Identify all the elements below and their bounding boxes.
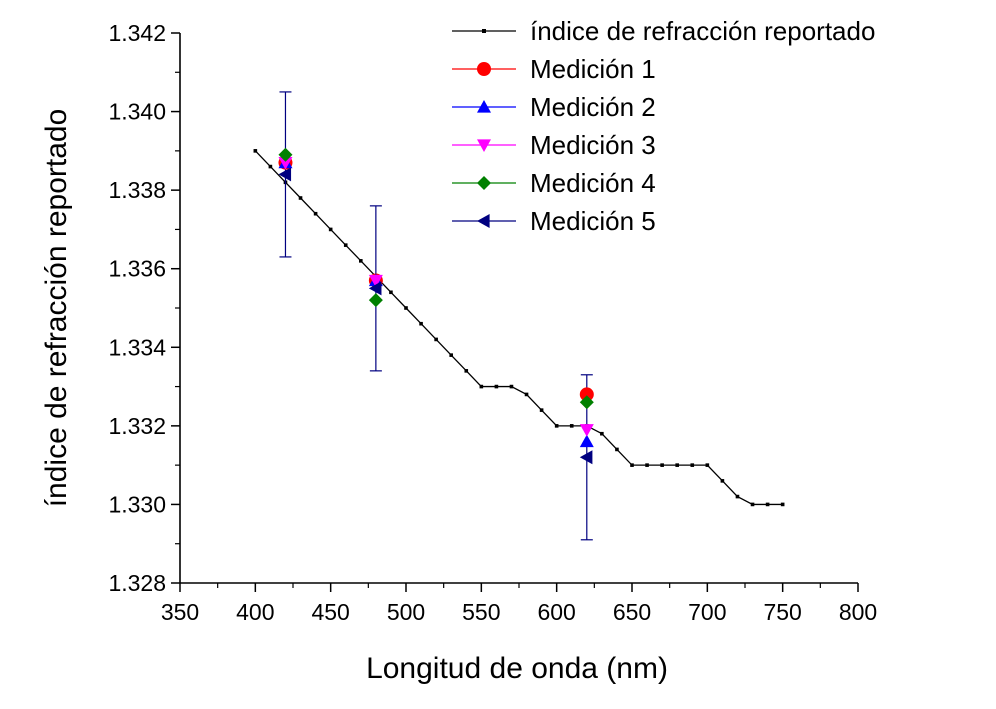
reference-point <box>449 353 453 357</box>
axis-ticks <box>171 32 859 592</box>
reference-point <box>343 243 348 247</box>
reference-point <box>253 149 258 153</box>
legend: índice de refracción reportado Medición 1… <box>452 16 875 236</box>
y-tick-label: 1.332 <box>108 413 166 439</box>
x-tick-label: 700 <box>688 599 726 625</box>
reference-point <box>675 463 679 467</box>
reference-point <box>404 306 408 310</box>
reference-point <box>720 479 725 483</box>
legend-label: Medición 5 <box>530 206 656 236</box>
measurement-3-point <box>579 424 594 437</box>
reference-point <box>630 463 634 467</box>
x-tick-label: 600 <box>537 599 575 625</box>
legend-marker <box>477 214 490 228</box>
legend-marker <box>477 139 491 152</box>
reference-line <box>254 150 783 506</box>
reference-point <box>554 424 559 428</box>
reference-point <box>569 424 574 428</box>
measurement-4-point <box>368 293 383 308</box>
legend-label: Medición 2 <box>530 92 656 122</box>
x-tick-label: 500 <box>387 599 425 625</box>
reference-point <box>524 392 529 397</box>
y-tick-labels: 1.328 1.330 1.332 1.334 1.336 1.338 1.340 1.342 <box>108 20 166 596</box>
y-tick-label: 1.330 <box>108 491 166 517</box>
reference-point <box>464 369 469 373</box>
x-tick-label: 350 <box>161 599 199 625</box>
x-tick-label: 750 <box>763 599 801 625</box>
reference-point <box>419 321 423 326</box>
reference-point <box>494 384 499 389</box>
reference-point <box>509 384 514 389</box>
reference-point <box>539 408 544 412</box>
y-tick-label: 1.328 <box>108 570 166 596</box>
legend-entry: Medición 1 <box>452 54 656 84</box>
x-tick-label: 800 <box>839 599 877 625</box>
x-tick-labels: 350 400 450 500 550 600 650 700 750 800 <box>161 599 877 625</box>
reference-point <box>705 463 710 467</box>
x-axis-title: Longitud de onda (nm) <box>366 652 668 685</box>
legend-label: índice de refracción reportado <box>530 16 875 46</box>
axes <box>179 33 858 584</box>
legend-marker <box>477 62 491 76</box>
y-tick-label: 1.334 <box>108 334 166 360</box>
reference-point <box>690 463 695 467</box>
measurement-1-point <box>579 387 594 402</box>
legend-marker <box>482 29 486 33</box>
y-tick-label: 1.338 <box>108 177 166 203</box>
y-axis-title: índice de refracción reportado <box>40 109 73 508</box>
x-tick-label: 550 <box>462 599 500 625</box>
legend-marker <box>477 176 491 190</box>
legend-entry: Medición 2 <box>452 92 656 122</box>
legend-marker <box>477 100 491 113</box>
measurement-5-point <box>579 450 593 465</box>
reference-point <box>359 259 363 263</box>
measurement-3-point <box>278 157 293 170</box>
reference-point <box>645 463 649 467</box>
reference-series <box>253 149 785 507</box>
measurement-4-point <box>278 147 293 162</box>
reference-point <box>750 502 755 507</box>
measurement-2-point <box>579 434 594 448</box>
x-tick-label: 400 <box>236 599 274 625</box>
legend-label: Medición 1 <box>530 54 656 84</box>
reference-point <box>600 431 604 436</box>
reference-point <box>615 447 619 452</box>
legend-label: Medición 4 <box>530 168 656 198</box>
y-tick-label: 1.342 <box>108 20 166 46</box>
reference-point <box>660 463 664 467</box>
reference-point <box>735 494 740 499</box>
y-tick-label: 1.340 <box>108 99 166 125</box>
measurement-3-point <box>368 274 383 288</box>
reference-point <box>389 290 393 295</box>
reference-point <box>434 337 438 342</box>
measurement-5-point <box>368 281 382 296</box>
reference-point <box>765 502 770 507</box>
legend-entry: Medición 3 <box>452 130 656 160</box>
legend-label: Medición 3 <box>530 130 656 160</box>
legend-entry: Medición 5 <box>452 206 656 236</box>
x-tick-label: 450 <box>311 599 349 625</box>
reference-point <box>268 164 273 169</box>
y-tick-label: 1.336 <box>108 256 166 282</box>
measurement-4-point <box>579 395 594 410</box>
measurement-markers <box>278 147 594 465</box>
reference-point <box>479 384 484 389</box>
reference-point <box>780 502 785 507</box>
reference-point <box>298 196 303 200</box>
reference-point <box>328 227 333 232</box>
x-tick-label: 650 <box>613 599 651 625</box>
reference-point <box>313 211 318 216</box>
measurement-5-point <box>278 167 292 182</box>
legend-entry: Medición 4 <box>452 168 656 198</box>
legend-entry: índice de refracción reportado <box>452 16 875 46</box>
